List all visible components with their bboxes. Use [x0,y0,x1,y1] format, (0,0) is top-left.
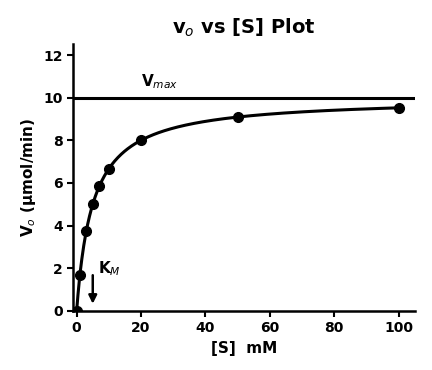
Text: K$_M$: K$_M$ [98,259,121,278]
Title: v$_o$ vs [S] Plot: v$_o$ vs [S] Plot [172,16,316,38]
X-axis label: [S]  mM: [S] mM [211,341,277,356]
Text: V$_{{max}}$: V$_{{max}}$ [141,73,178,91]
Y-axis label: V$_o$ (μmol/min): V$_o$ (μmol/min) [19,118,38,237]
